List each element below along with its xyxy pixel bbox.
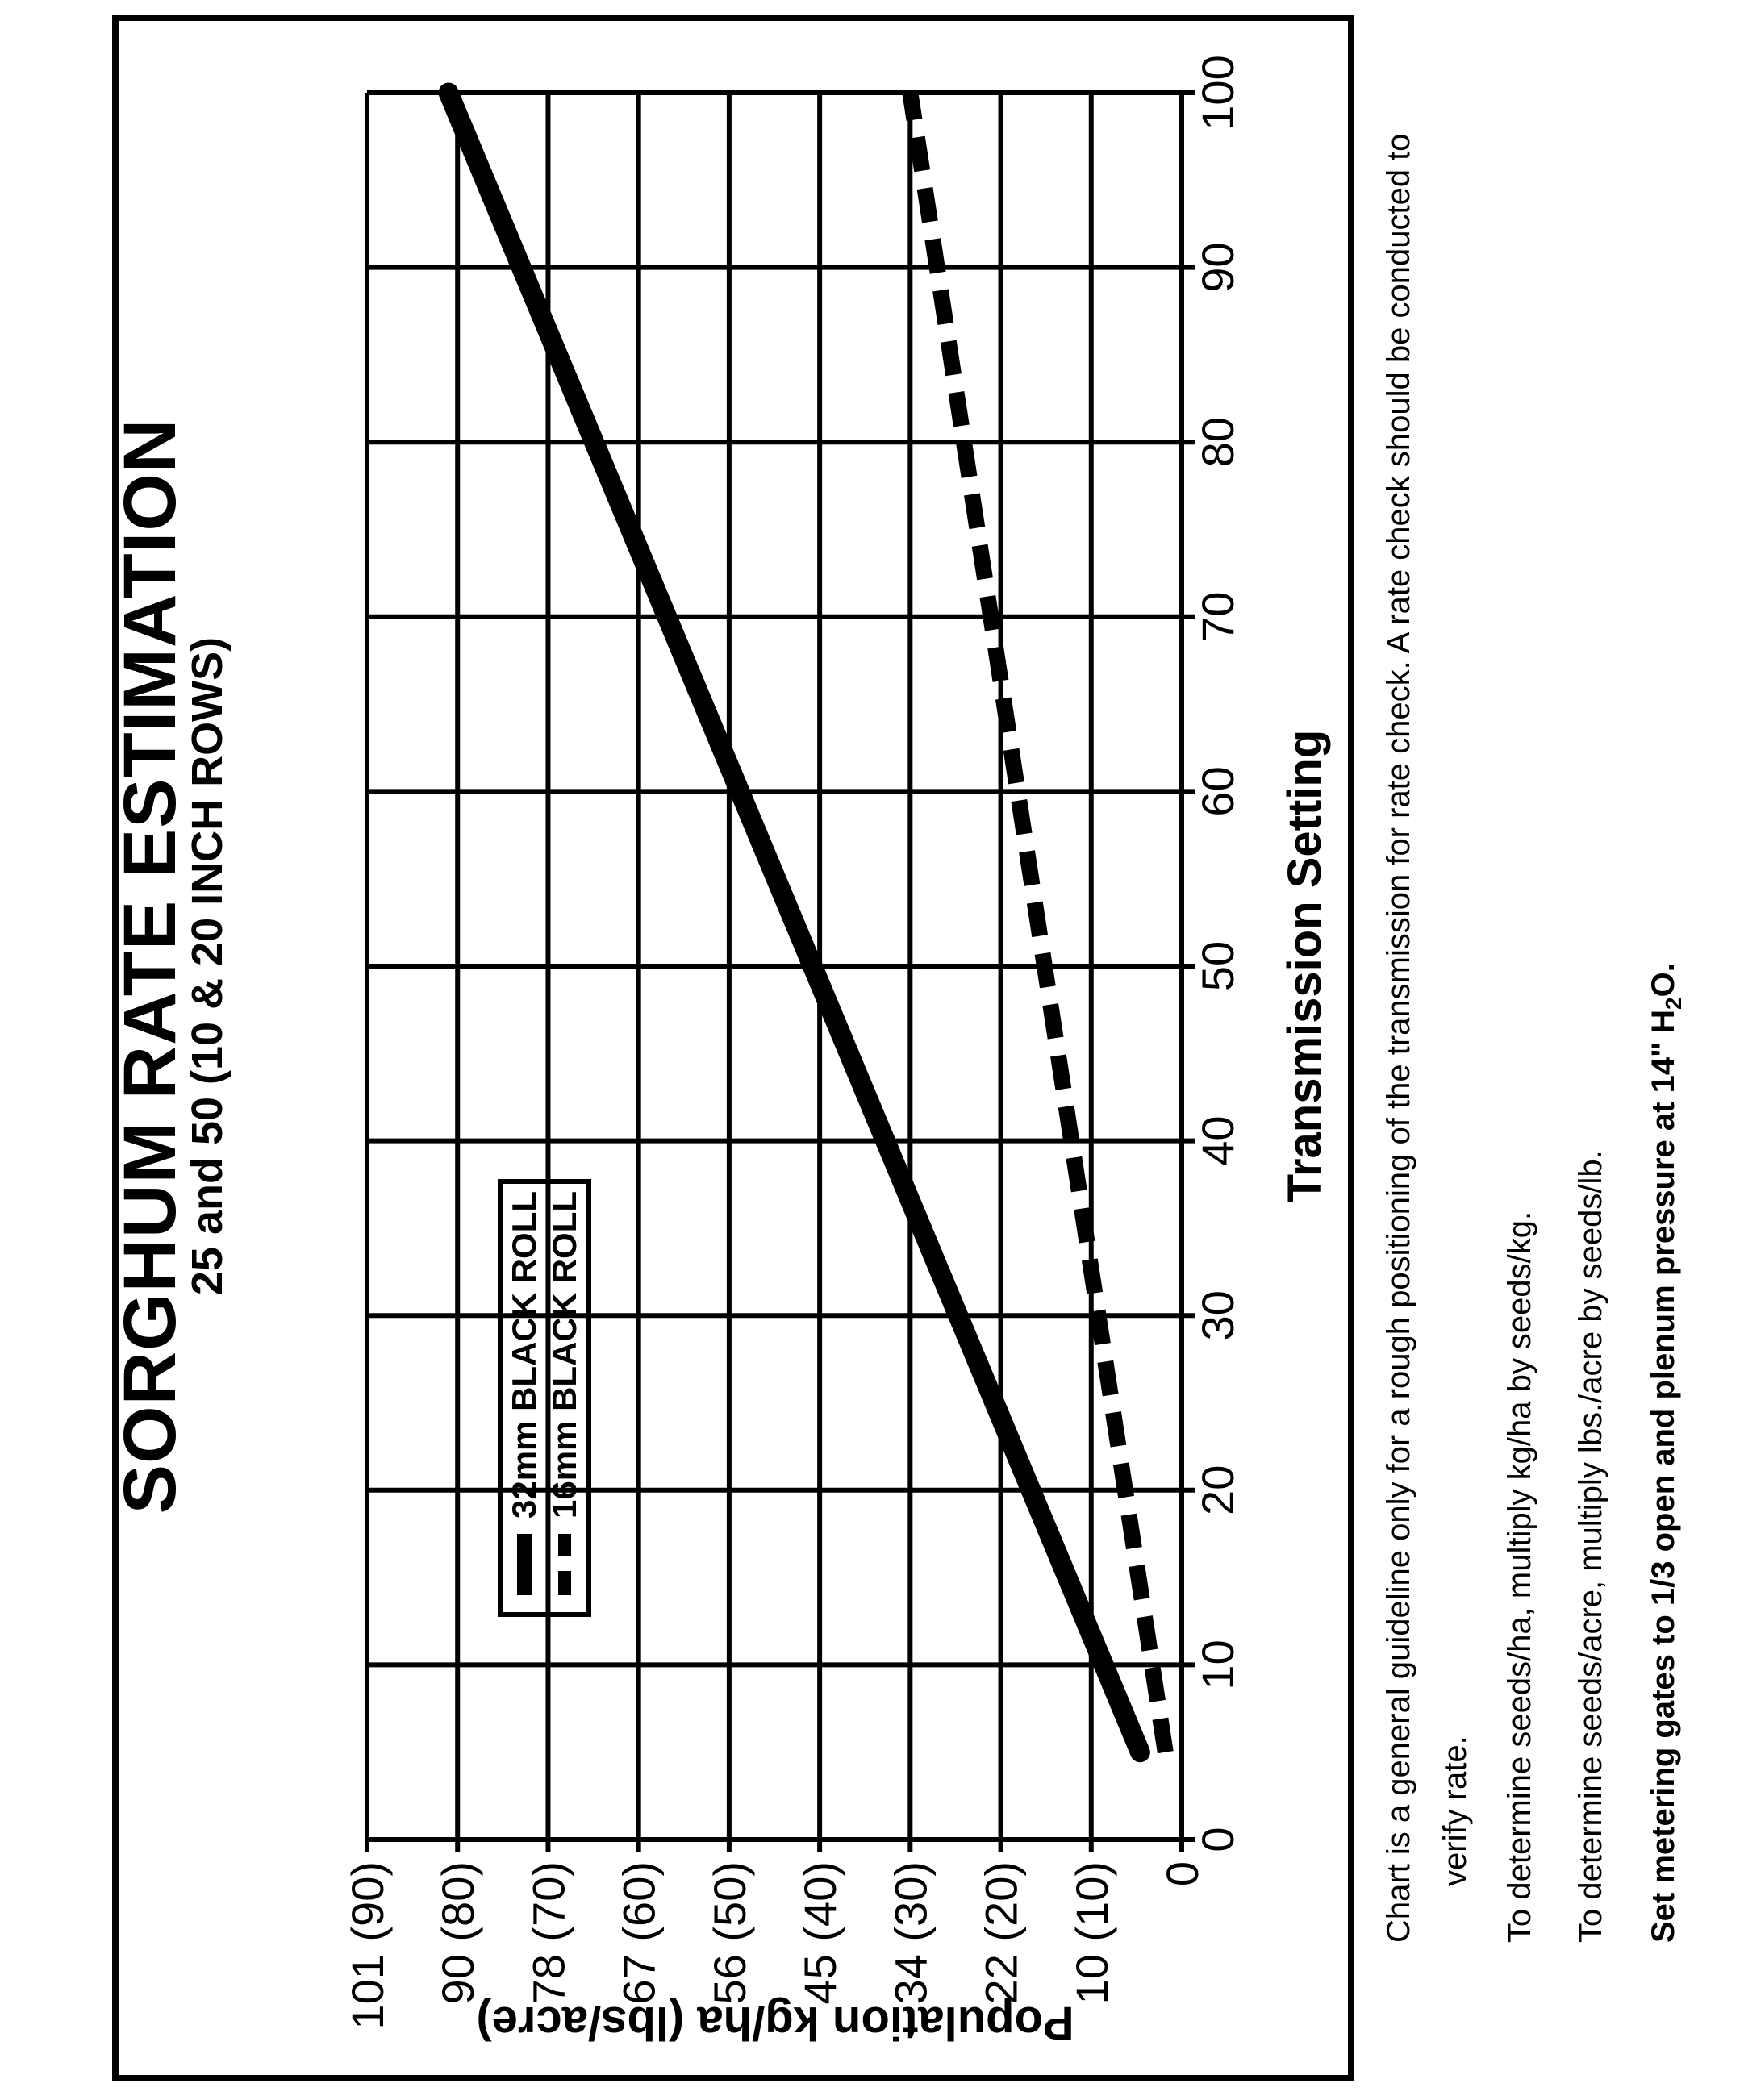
h2o-subscript: 2 [1661, 997, 1686, 1010]
legend-label-32mm: 32mm BLACK ROLL [504, 1190, 543, 1519]
x-tick-label: 10 [1192, 1640, 1243, 1690]
y-tick-label: 34 (30) [885, 1861, 936, 2004]
y-tick-label: 10 (10) [1066, 1861, 1117, 2004]
y-tick-label: 0 [1157, 1861, 1208, 1886]
note-metering-gates-text: Set metering gates to 1/3 open and plenu… [1646, 1009, 1681, 1943]
y-tick-label: 101 (90) [342, 1861, 393, 2030]
note-guideline-line2: verify rate. [1437, 1735, 1473, 1886]
note-metering-gates: Set metering gates to 1/3 open and plenu… [1646, 963, 1687, 1943]
y-tick-label: 67 (60) [614, 1861, 665, 2004]
legend-entry-16mm: 16mm BLACK ROLL [545, 1184, 584, 1598]
x-tick-label: 100 [1192, 55, 1243, 130]
y-tick-label: 22 (20) [976, 1861, 1027, 2004]
note-seeds-per-ha: To determine seeds/ha, multiply kg/ha by… [1502, 1210, 1537, 1943]
legend-entry-32mm: 32mm BLACK ROLL [505, 1184, 544, 1598]
note-metering-gates-suffix: O. [1646, 963, 1681, 998]
y-tick-label: 78 (70) [523, 1861, 574, 2004]
x-tick-label: 40 [1192, 1115, 1243, 1165]
y-axis-title: Population kg/ha (lbs/acre) [476, 1997, 1074, 2049]
legend-label-16mm: 16mm BLACK ROLL [545, 1190, 584, 1519]
x-tick-label: 70 [1192, 592, 1243, 642]
note-guideline-line1: Chart is a general guideline only for a … [1381, 133, 1416, 1943]
legend: 32mm BLACK ROLL 16mm BLACK ROLL [498, 1179, 591, 1617]
x-tick-label: 60 [1192, 766, 1243, 816]
x-tick-label: 80 [1192, 417, 1243, 467]
x-tick-label: 20 [1192, 1465, 1243, 1515]
x-axis-title: Transmission Setting [1279, 729, 1331, 1203]
x-tick-label: 90 [1192, 242, 1243, 292]
x-tick-label: 50 [1192, 941, 1243, 991]
x-tick-label: 30 [1192, 1290, 1243, 1340]
legend-solid-line-sample [516, 1534, 532, 1595]
legend-dashed-line-sample [558, 1534, 572, 1595]
note-seeds-per-acre: To determine seeds/acre, multiply lbs./a… [1573, 1150, 1608, 1943]
y-tick-label: 45 (40) [795, 1861, 845, 2004]
y-tick-label: 90 (80) [432, 1861, 483, 2004]
y-tick-label: 56 (50) [704, 1861, 755, 2004]
series-line-dashed [902, 91, 1174, 1754]
x-tick-label: 0 [1192, 1827, 1243, 1852]
series-line-solid [438, 82, 1150, 1763]
